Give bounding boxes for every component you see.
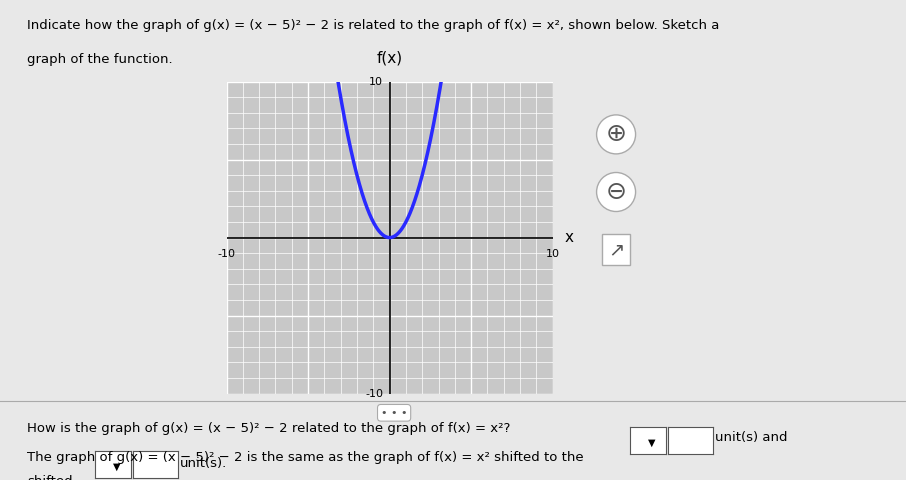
- Text: ▼: ▼: [113, 462, 120, 472]
- Text: unit(s).: unit(s).: [180, 457, 227, 470]
- Text: unit(s) and: unit(s) and: [715, 431, 787, 444]
- Text: -10: -10: [217, 249, 236, 259]
- Text: How is the graph of g(x) = (x − 5)² − 2 related to the graph of f(x) = x²?: How is the graph of g(x) = (x − 5)² − 2 …: [27, 422, 511, 435]
- Text: graph of the function.: graph of the function.: [27, 53, 173, 66]
- Text: The graph of g(x) = (x − 5)² − 2 is the same as the graph of f(x) = x² shifted t: The graph of g(x) = (x − 5)² − 2 is the …: [27, 451, 583, 464]
- Text: • • •: • • •: [381, 408, 408, 418]
- Text: x: x: [564, 230, 573, 245]
- Text: ▼: ▼: [648, 438, 655, 448]
- Text: ↗: ↗: [608, 240, 624, 259]
- Text: Indicate how the graph of g(x) = (x − 5)² − 2 is related to the graph of f(x) = : Indicate how the graph of g(x) = (x − 5)…: [27, 19, 719, 32]
- Text: ⊕: ⊕: [605, 122, 627, 146]
- Text: -10: -10: [365, 389, 383, 398]
- Text: shifted: shifted: [27, 475, 72, 480]
- Text: f(x): f(x): [377, 51, 402, 66]
- Text: 10: 10: [545, 249, 560, 259]
- Text: ⊖: ⊖: [605, 180, 627, 204]
- Text: 10: 10: [369, 77, 383, 86]
